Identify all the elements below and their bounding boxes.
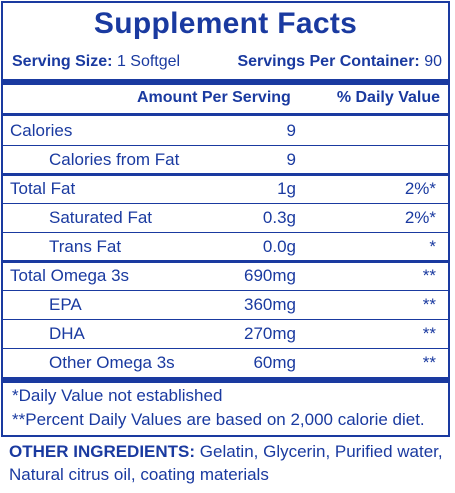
serving-size-label: Serving Size: [12,53,113,70]
nutrient-row: DHA 270mg ** [3,321,448,347]
footnotes: *Daily Value not established **Percent D… [12,384,442,432]
nutrient-daily-value: ** [422,353,436,372]
thick-divider [3,79,448,85]
servings-per-container-value: 90 [424,53,442,70]
nutrient-row: Total Omega 3s 690mg ** [3,263,448,289]
nutrient-name: Total Fat [10,179,76,198]
daily-value-header: % Daily Value [336,89,440,106]
serving-size-value: 1 Softgel [116,53,181,70]
row-divider [3,290,448,291]
panel-title: Supplement Facts [93,7,358,40]
serving-size: Serving Size: 1 Softgel [12,51,180,73]
nutrient-amount: 9 [286,150,296,169]
nutrient-daily-value: ** [422,295,436,314]
other-ingredients-text: Gelatin, Glycerin, Purified water, Natur… [9,442,443,484]
row-divider [3,232,448,233]
nutrient-amount: 1g [277,179,296,198]
nutrient-row: EPA 360mg ** [3,292,448,318]
nutrient-daily-value: 2%* [404,179,436,198]
nutrient-name: Calories [10,121,73,140]
nutrient-name: Trans Fat [49,237,122,256]
nutrient-daily-value: * [429,237,436,256]
nutrient-row: Calories from Fat 9 [3,147,448,173]
nutrient-name: Other Omega 3s [49,353,175,372]
servings-per-container-label: Servings Per Container: [237,53,420,70]
nutrient-row: Trans Fat 0.0g * [3,234,448,260]
nutrient-daily-value: ** [422,324,436,343]
nutrient-name: Calories from Fat [49,150,180,169]
header-divider [3,113,448,116]
footnote-daily-value-not-established: *Daily Value not established [12,386,223,405]
nutrient-daily-value: ** [422,266,436,285]
nutrient-amount: 0.3g [262,208,296,227]
nutrient-amount: 60mg [253,353,296,372]
nutrient-row: Total Fat 1g 2%* [3,176,448,202]
nutrient-amount: 690mg [244,266,296,285]
nutrient-row: Saturated Fat 0.3g 2%* [3,205,448,231]
other-ingredients: OTHER INGREDIENTS: Gelatin, Glycerin, Pu… [9,440,449,486]
footnote-percent-daily-values: **Percent Daily Values are based on 2,00… [12,410,425,429]
servings-per-container: Servings Per Container: 90 [237,51,442,73]
section-divider [3,173,448,176]
nutrient-daily-value: 2%* [404,208,436,227]
section-divider [3,260,448,263]
thick-divider [3,377,448,383]
nutrient-name: EPA [49,295,82,314]
supplement-facts-panel: Supplement Facts Serving Size: 1 Softgel… [1,1,450,437]
nutrient-amount: 270mg [244,324,296,343]
nutrient-row: Calories 9 [3,118,448,144]
nutrient-amount: 360mg [244,295,296,314]
serving-info: Serving Size: 1 Softgel Servings Per Con… [12,51,442,73]
amount-per-serving-header: Amount Per Serving [137,89,291,106]
nutrient-name: DHA [49,324,85,343]
row-divider [3,203,448,204]
nutrient-amount: 0.0g [262,237,296,256]
other-ingredients-label: OTHER INGREDIENTS: [9,442,196,461]
nutrient-row: Other Omega 3s 60mg ** [3,350,448,376]
row-divider [3,319,448,320]
nutrient-name: Saturated Fat [49,208,153,227]
nutrient-amount: 9 [286,121,296,140]
row-divider [3,348,448,349]
row-divider [3,145,448,146]
nutrient-name: Total Omega 3s [10,266,130,285]
